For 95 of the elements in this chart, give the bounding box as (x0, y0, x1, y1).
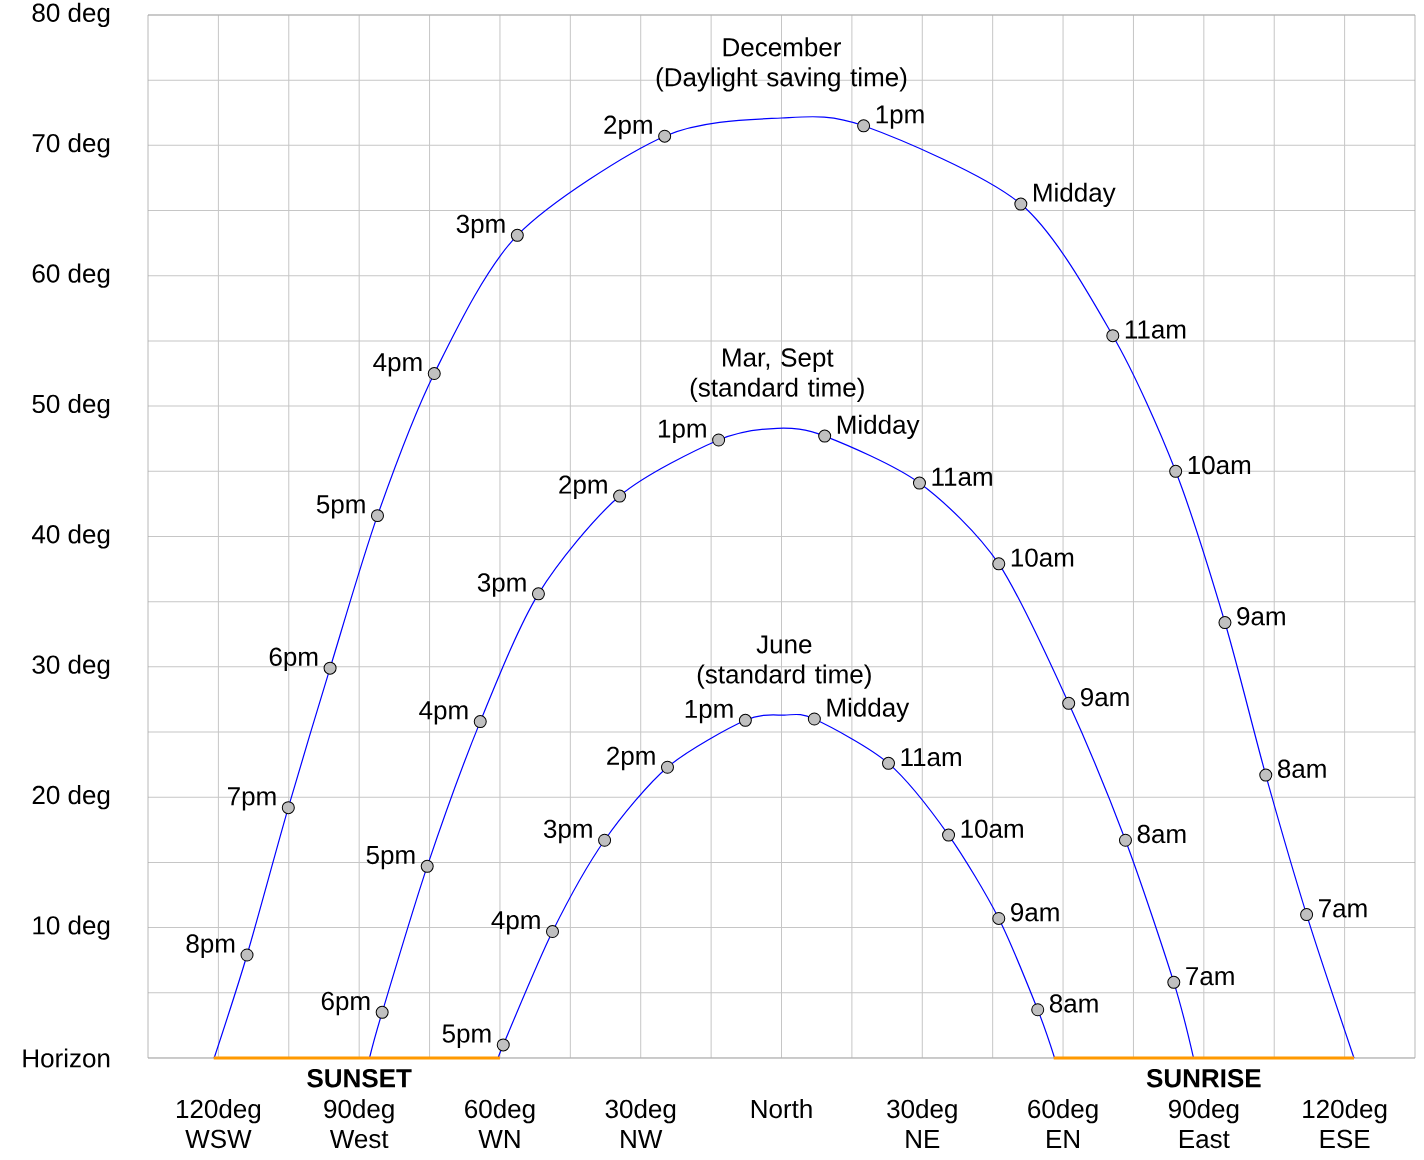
point (818, 429, 832, 443)
point (281, 801, 295, 815)
annotation: 7pm (228, 787, 276, 811)
annotation: Midday (837, 414, 920, 440)
x-tick-label: North (751, 1099, 812, 1119)
point (323, 661, 337, 675)
annotation: 10am (1011, 548, 1074, 567)
point (658, 129, 672, 143)
annotation: 11am (932, 467, 992, 486)
point (881, 756, 895, 770)
point (1259, 768, 1273, 782)
annotation: 4pm (491, 911, 540, 935)
annotation: 11am (901, 748, 961, 767)
point (1106, 329, 1120, 343)
x-tick-label: 30deg NW (605, 1099, 676, 1148)
point (427, 367, 441, 381)
annotation: 5pm (442, 1024, 491, 1048)
annotation: Midday (1034, 182, 1116, 207)
annotation: Midday (827, 697, 910, 722)
y-tick-label: 70 deg (32, 133, 110, 158)
point (1218, 616, 1232, 630)
point (496, 1038, 510, 1052)
annotation: 9am (1080, 687, 1129, 707)
point (370, 509, 384, 523)
point (857, 119, 871, 133)
point (912, 476, 926, 490)
annotation: 8am (1277, 759, 1326, 778)
point (712, 433, 726, 447)
y-tick-label: 60 deg (32, 263, 110, 288)
annotation: SUNSET (307, 1069, 412, 1088)
annotation: 2pm (607, 746, 655, 771)
point (738, 713, 752, 727)
point (546, 925, 559, 939)
point (531, 587, 545, 601)
annotation: 2pm (559, 475, 607, 500)
point (240, 948, 254, 962)
annotation: 8am (1049, 994, 1098, 1013)
annotation: 1pm (658, 419, 706, 443)
annotation: 1pm (685, 699, 733, 724)
annotation: 10am (961, 819, 1023, 838)
y-tick-label: 50 deg (32, 393, 110, 419)
annotation: 3pm (543, 819, 592, 844)
series-label: December (Daylight saving time) (656, 37, 907, 92)
x-tick-label: 120deg WSW (176, 1099, 261, 1149)
x-tick-label: 60deg WN (465, 1099, 535, 1148)
point (660, 760, 674, 774)
y-tick-label: 30 deg (32, 654, 110, 679)
annotation: 8am (1137, 824, 1186, 844)
point (613, 489, 627, 503)
y-tick-label: Horizon (23, 1048, 110, 1068)
annotation: 9am (1237, 607, 1285, 626)
series-label: Mar, Sept (standard time) (690, 348, 864, 402)
point (510, 228, 524, 242)
point (473, 715, 487, 729)
y-tick-label: 20 deg (32, 785, 110, 810)
point (1062, 696, 1076, 710)
annotation: 4pm (373, 353, 422, 377)
annotation: 5pm (316, 495, 365, 519)
point (420, 859, 434, 873)
annotation: SUNRISE (1146, 1069, 1261, 1088)
annotation: 7am (1186, 967, 1234, 986)
annotation: 7am (1319, 899, 1367, 918)
y-tick-label: 80 deg (32, 2, 110, 28)
annotation: 6pm (321, 991, 370, 1016)
annotation: 5pm (366, 846, 415, 870)
annotation: 8pm (186, 934, 235, 958)
series-label: June (standard time) (697, 635, 871, 689)
point (1167, 975, 1181, 989)
y-tick-label: 40 deg (32, 524, 110, 549)
point (1014, 197, 1028, 211)
annotation: 11am (1125, 320, 1186, 339)
x-tick-label: 120deg ESE (1303, 1099, 1387, 1149)
point (1300, 908, 1314, 922)
point (375, 1005, 389, 1019)
annotation: 4pm (419, 701, 468, 725)
point (807, 712, 821, 726)
annotation: 3pm (477, 573, 526, 597)
point (1169, 464, 1183, 478)
annotation: 3pm (456, 214, 505, 239)
annotation: 9am (1011, 903, 1059, 922)
annotation: 10am (1188, 455, 1251, 475)
point (942, 828, 956, 842)
annotation: 2pm (604, 115, 652, 140)
x-tick-label: 30deg NE (887, 1099, 957, 1148)
x-tick-label: 90deg East (1168, 1099, 1239, 1149)
point (1118, 833, 1132, 847)
x-tick-label: 90deg West (324, 1099, 394, 1149)
annotation: 1pm (876, 105, 924, 129)
annotation: 6pm (269, 647, 318, 672)
point (598, 833, 612, 847)
x-tick-label: 60deg EN (1028, 1099, 1098, 1148)
point (992, 911, 1006, 925)
point (992, 557, 1006, 571)
y-tick-label: 10 deg (33, 915, 110, 940)
point (1031, 1003, 1045, 1017)
